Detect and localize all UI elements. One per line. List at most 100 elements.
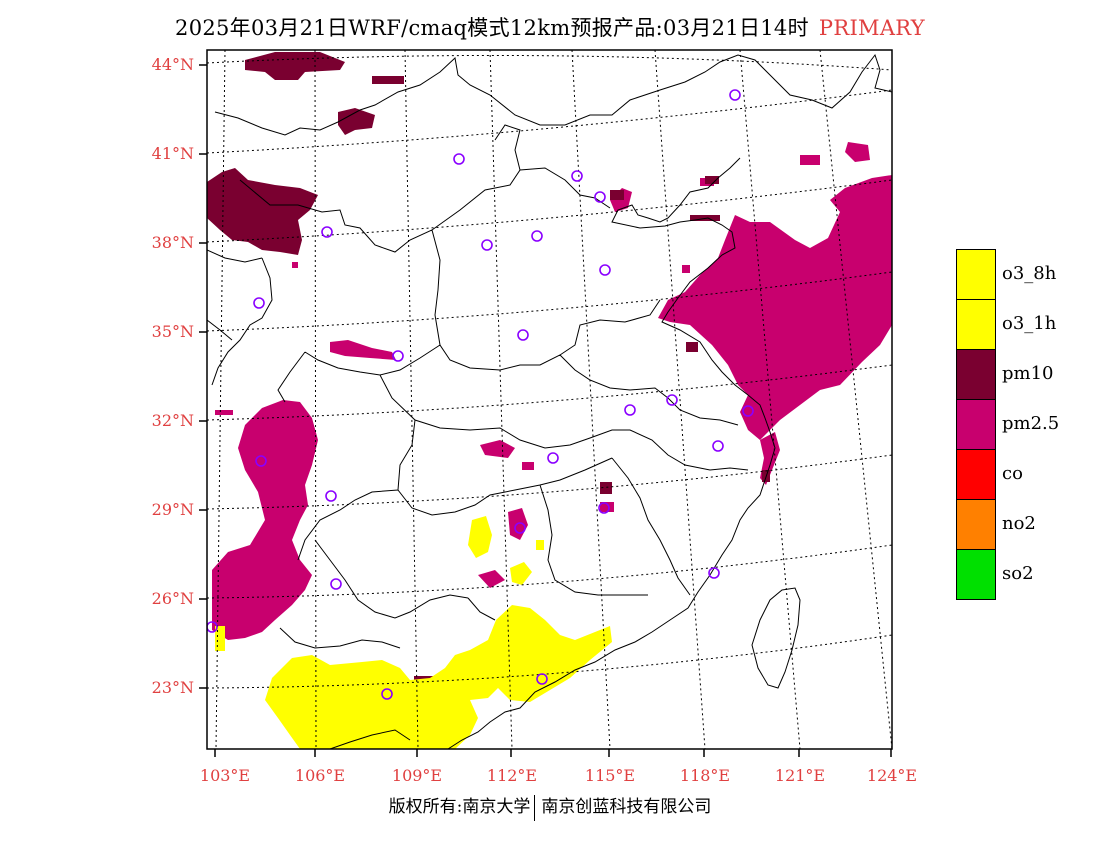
lon-label: 106°E: [294, 766, 346, 785]
city-marker: [255, 455, 267, 467]
city-marker: [712, 440, 724, 452]
title-text: 2025年03月21日WRF/cmaq模式12km预报产品:03月21日14时: [175, 16, 809, 40]
lat-label: 35°N: [151, 322, 194, 341]
city-marker: [666, 394, 678, 406]
map-content: [207, 50, 892, 749]
o3-regions: [215, 516, 612, 749]
pm25-speck: [800, 155, 820, 165]
primary-tag: PRIMARY: [818, 16, 925, 40]
pm25-speck: [682, 265, 690, 273]
pm10-inner-mongolia-top: [245, 52, 345, 80]
lat-label: 38°N: [151, 233, 194, 252]
city-marker: [481, 239, 493, 251]
pm10-speck: [372, 76, 404, 84]
o3-guangxi-guangdong-region: [265, 605, 612, 749]
legend-label: pm2.5: [1002, 413, 1060, 434]
hainan-coast: [329, 729, 411, 749]
legend-swatch: [956, 549, 996, 600]
graticule: [207, 50, 892, 749]
city-marker: [253, 297, 265, 309]
legend-label: no2: [1002, 513, 1036, 534]
pm25-sichuan-region: [212, 400, 318, 640]
lon-line-121: [739, 50, 801, 749]
city-marker: [599, 264, 611, 276]
legend-swatch: [956, 299, 996, 350]
legend-swatch: [956, 349, 996, 400]
city-marker: [742, 405, 754, 417]
pm10-mongolia-patch: [338, 108, 375, 135]
pm25-regions: [212, 142, 892, 640]
boundaries: [207, 53, 892, 749]
pm25-guangxi-patch: [478, 570, 505, 588]
pm25-speck: [522, 462, 534, 470]
city-marker: [321, 226, 333, 238]
province-boundaries: [207, 124, 749, 649]
pm10-speck: [610, 190, 624, 200]
legend-label: o3_1h: [1002, 313, 1057, 334]
copyright-text: 版权所有:南京大学: [388, 797, 531, 817]
pm25-central-patch: [480, 440, 515, 458]
pm25-northeast-patch: [845, 142, 870, 162]
legend-swatch: [956, 499, 996, 550]
lon-line-124: [819, 50, 892, 749]
lat-label: 29°N: [151, 500, 194, 519]
pm10-ningxia-region: [207, 168, 318, 255]
pm10-speck: [600, 482, 612, 494]
coastline: [447, 157, 776, 749]
o3-guangxi-patch: [510, 562, 532, 585]
pm25-speck: [600, 502, 614, 512]
legend-label: so2: [1002, 563, 1034, 584]
pm25-east-china-region: [658, 175, 892, 440]
legend-label: o3_8h: [1002, 263, 1057, 284]
lon-line-115: [571, 50, 611, 749]
lon-line-106: [314, 50, 317, 749]
pm10-speck: [705, 176, 719, 184]
city-marker: [330, 578, 342, 590]
national-border-north: [214, 53, 892, 136]
lon-line-103: [215, 50, 226, 749]
lat-label: 41°N: [151, 144, 194, 163]
lat-line-38: [207, 179, 892, 243]
lat-label: 23°N: [151, 678, 194, 697]
lon-line-118: [654, 50, 706, 749]
city-marker: [453, 153, 465, 165]
city-marker: [571, 170, 583, 182]
city-marker: [729, 89, 741, 101]
legend-label: co: [1002, 463, 1023, 484]
city-marker: [392, 350, 404, 362]
lon-label: 109°E: [391, 766, 443, 785]
axis-ticks: [199, 64, 892, 757]
city-marker: [381, 688, 393, 700]
map-frame: [206, 49, 893, 750]
lon-label: 121°E: [774, 766, 826, 785]
legend-swatch: [956, 449, 996, 500]
footer-divider: [534, 794, 536, 821]
map-title: 2025年03月21日WRF/cmaq模式12km预报产品:03月21日14时 P…: [0, 12, 1100, 42]
city-marker: [547, 452, 559, 464]
legend-swatch: [956, 399, 996, 450]
lon-label: 124°E: [866, 766, 918, 785]
pm25-speck: [292, 262, 298, 268]
city-marker: [517, 329, 529, 341]
lon-label: 103°E: [199, 766, 251, 785]
lon-line-112: [489, 50, 513, 749]
lat-label: 26°N: [151, 589, 194, 608]
city-marker: [207, 621, 218, 633]
legend-label: pm10: [1002, 363, 1054, 384]
city-marker: [708, 567, 720, 579]
o3-speck: [215, 626, 225, 651]
city-marker: [624, 404, 636, 416]
lat-label: 32°N: [151, 411, 194, 430]
taiwan-island: [751, 587, 801, 689]
pm10-speck: [686, 342, 698, 352]
city-marker: [531, 230, 543, 242]
city-markers: [207, 89, 754, 700]
legend-swatch: [956, 249, 996, 300]
pm25-speck: [215, 410, 233, 415]
copyright-footer: 版权所有:南京大学 南京创蓝科技有限公司: [0, 792, 1100, 821]
city-marker: [594, 191, 606, 203]
lat-line-41: [207, 89, 892, 154]
lat-label: 44°N: [151, 55, 194, 74]
lon-label: 115°E: [584, 766, 636, 785]
